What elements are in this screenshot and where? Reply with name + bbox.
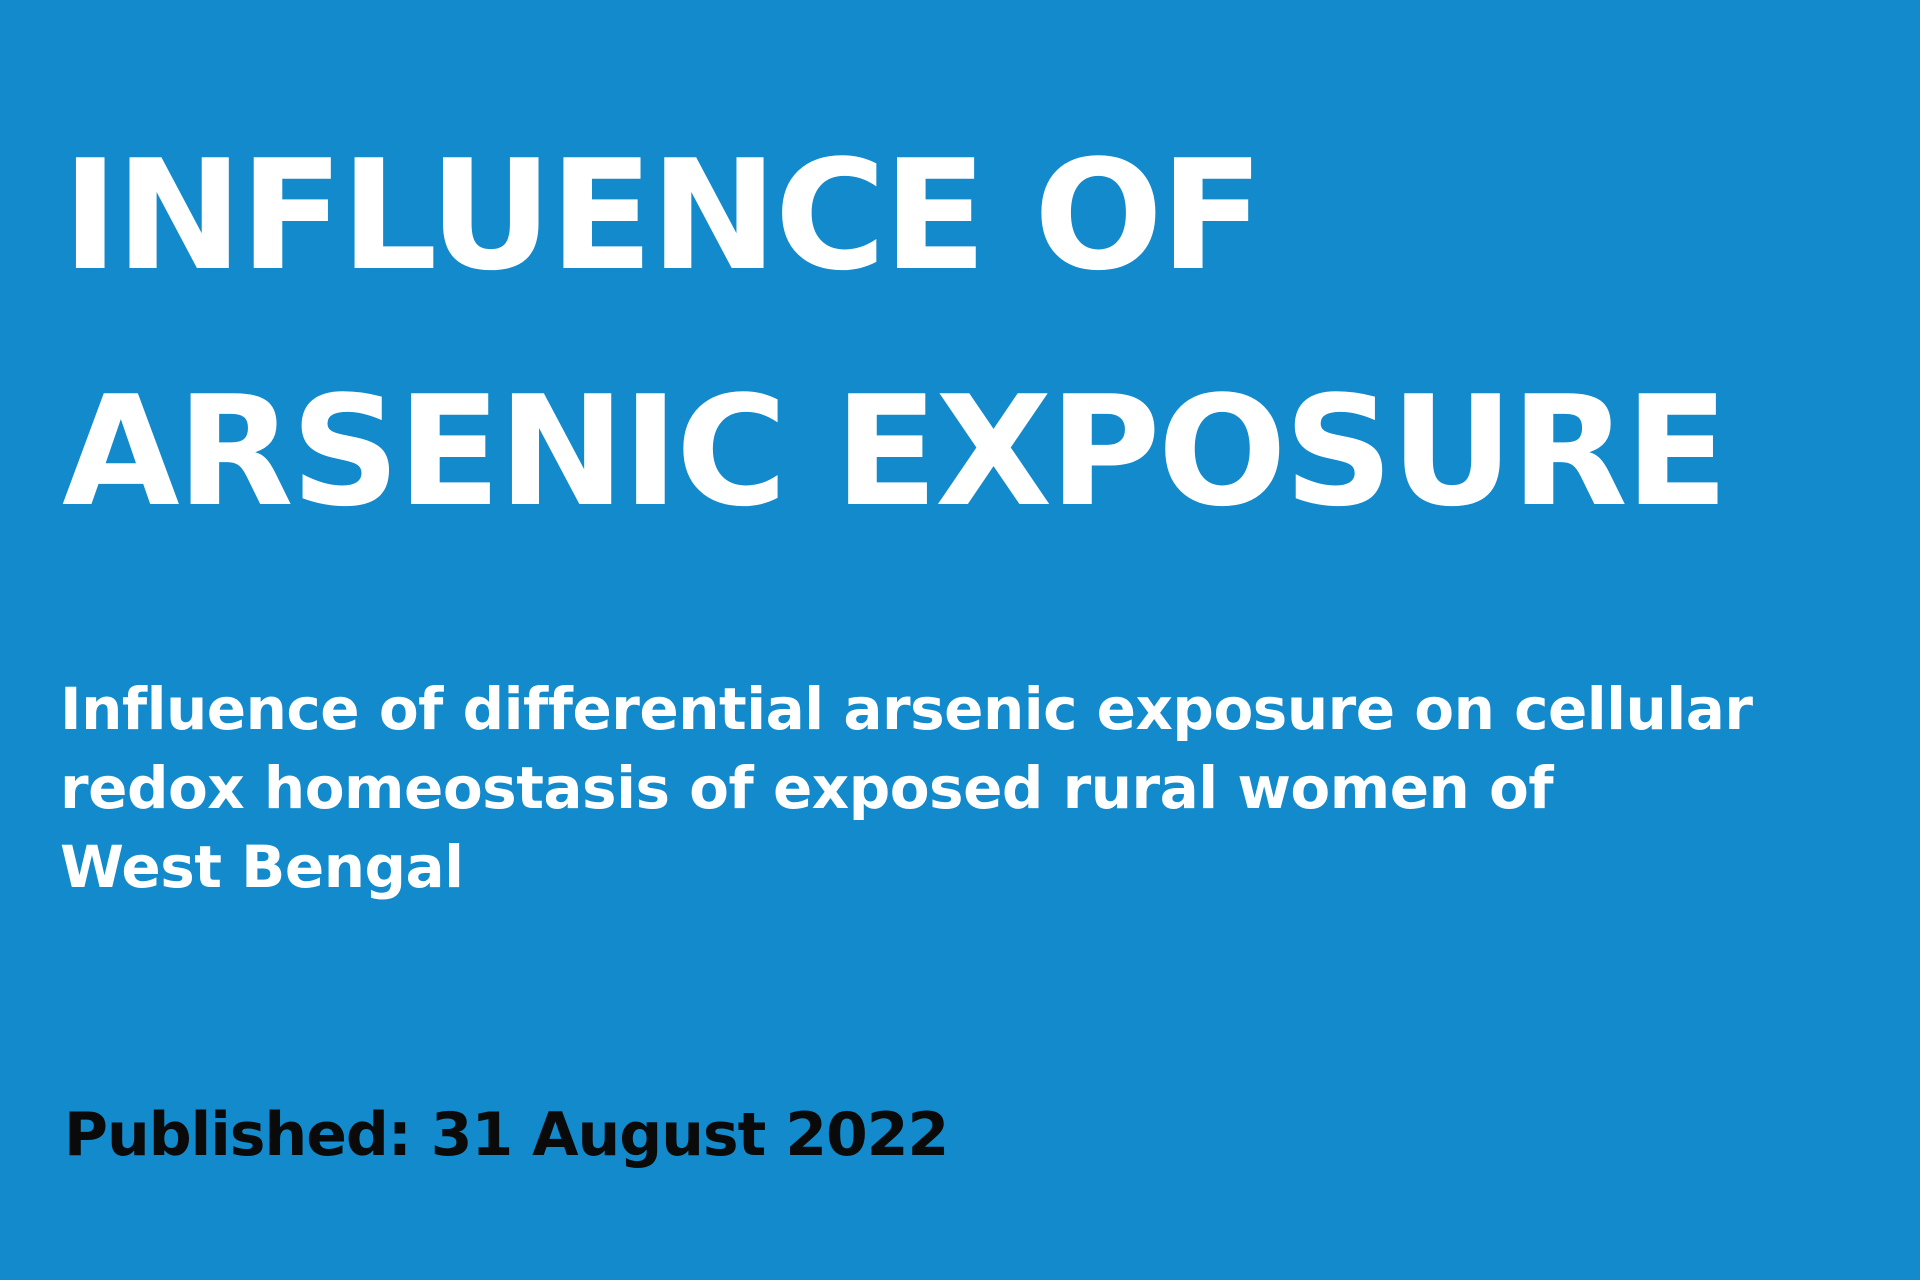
headline-line-1: INFLUENCE OF xyxy=(62,127,1264,304)
headline: INFLUENCE OF ARSENIC EXPOSURE xyxy=(62,98,1862,570)
subtitle-line-1: Influence of differential arsenic exposu… xyxy=(60,675,1753,743)
headline-line-2: ARSENIC EXPOSURE xyxy=(62,363,1729,540)
published-date: Published: 31 August 2022 xyxy=(64,1100,949,1170)
subtitle-line-3: West Bengal xyxy=(60,833,464,901)
subtitle-line-2: redox homeostasis of exposed rural women… xyxy=(60,754,1554,822)
article-subtitle: Influence of differential arsenic exposu… xyxy=(60,670,1880,907)
